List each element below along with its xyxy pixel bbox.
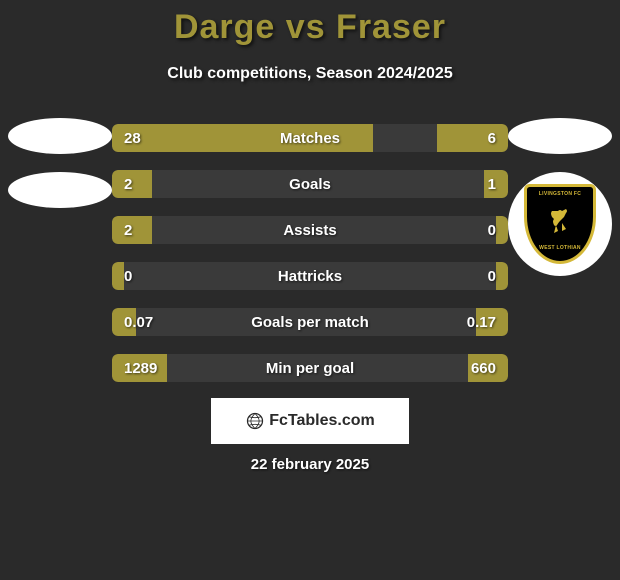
bar-left (112, 262, 124, 290)
bar-right (496, 262, 508, 290)
lion-icon (544, 205, 576, 237)
fctables-text: FcTables.com (269, 412, 375, 430)
stat-label: Assists (283, 222, 336, 239)
left-team-badge-placeholder (8, 118, 112, 226)
stat-value-right: 0.17 (467, 314, 496, 331)
stat-row: 28 6 Matches (112, 124, 508, 152)
team-badge-circle: LIVINGSTON FC WEST LOTHIAN (508, 172, 612, 276)
stat-label: Goals (289, 176, 331, 193)
shield-bottom-text: WEST LOTHIAN (539, 245, 581, 251)
stat-value-left: 2 (124, 176, 132, 193)
date-text: 22 february 2025 (251, 456, 369, 473)
stat-value-right: 6 (488, 130, 496, 147)
stat-label: Goals per match (251, 314, 369, 331)
bar-right (496, 216, 508, 244)
stat-label: Min per goal (266, 360, 354, 377)
stat-value-right: 0 (488, 222, 496, 239)
stat-value-left: 0 (124, 268, 132, 285)
livingston-shield-icon: LIVINGSTON FC WEST LOTHIAN (524, 184, 596, 264)
stat-value-right: 0 (488, 268, 496, 285)
stat-value-left: 28 (124, 130, 141, 147)
stats-area: 28 6 Matches 2 1 Goals 2 0 Assists 0 0 Hattricks 0.0… (112, 124, 508, 400)
bar-right (437, 124, 508, 152)
stat-label: Matches (280, 130, 340, 147)
stat-value-left: 0.07 (124, 314, 153, 331)
stat-label: Hattricks (278, 268, 342, 285)
right-team-badge-area: LIVINGSTON FC WEST LOTHIAN (508, 118, 612, 276)
stat-row: 2 0 Assists (112, 216, 508, 244)
shield-top-text: LIVINGSTON FC (539, 191, 581, 197)
ellipse-placeholder (8, 118, 112, 154)
ellipse-placeholder (508, 118, 612, 154)
stat-row: 0.07 0.17 Goals per match (112, 308, 508, 336)
ellipse-placeholder (8, 172, 112, 208)
stat-value-right: 660 (471, 360, 496, 377)
stat-value-left: 1289 (124, 360, 157, 377)
stat-row: 2 1 Goals (112, 170, 508, 198)
page-title: Darge vs Fraser (0, 0, 620, 47)
stat-row: 1289 660 Min per goal (112, 354, 508, 382)
fctables-link[interactable]: FcTables.com (211, 398, 409, 444)
globe-icon (245, 411, 265, 431)
stat-row: 0 0 Hattricks (112, 262, 508, 290)
stat-value-right: 1 (488, 176, 496, 193)
stat-value-left: 2 (124, 222, 132, 239)
subtitle: Club competitions, Season 2024/2025 (0, 65, 620, 83)
